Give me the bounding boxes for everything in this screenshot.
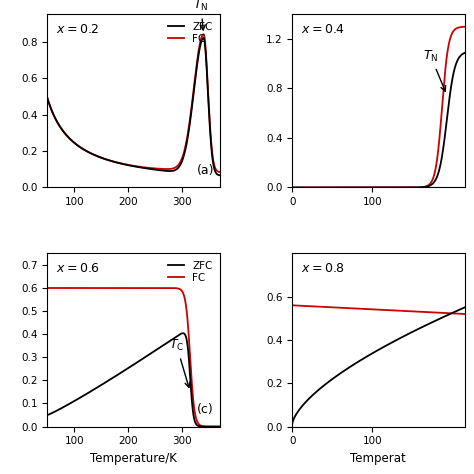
Line: ZFC: ZFC: [47, 38, 220, 175]
ZFC: [427, 183, 432, 189]
ZFC: [427, 320, 432, 326]
FC: [217, 424, 223, 429]
FC: [289, 185, 295, 191]
Text: (a): (a): [197, 164, 215, 177]
FC: [365, 306, 371, 312]
ZFC: [462, 305, 467, 310]
ZFC: [182, 149, 188, 155]
Line: FC: FC: [47, 288, 220, 427]
ZFC: [179, 159, 185, 164]
FC: [424, 309, 429, 315]
FC: [427, 182, 432, 187]
FC: [427, 310, 432, 315]
Legend: ZFC, FC: ZFC, FC: [166, 19, 215, 46]
ZFC: [45, 412, 50, 418]
ZFC: [179, 330, 185, 336]
Text: $x = 0.8$: $x = 0.8$: [301, 262, 345, 275]
FC: [408, 185, 413, 191]
FC: [62, 285, 68, 291]
ZFC: [62, 131, 68, 137]
ZFC: [289, 185, 295, 191]
Text: $T_{\rm C}$: $T_{\rm C}$: [169, 338, 190, 387]
FC: [462, 311, 467, 317]
Line: ZFC: ZFC: [292, 308, 465, 424]
ZFC: [45, 95, 50, 101]
Line: FC: FC: [47, 34, 220, 172]
FC: [182, 296, 188, 302]
ZFC: [365, 353, 371, 359]
ZFC: [359, 185, 365, 191]
FC: [114, 285, 120, 291]
FC: [289, 302, 295, 308]
ZFC: [307, 395, 312, 401]
FC: [45, 95, 50, 101]
FC: [424, 183, 429, 189]
FC: [201, 31, 206, 37]
FC: [120, 161, 126, 167]
ZFC: [289, 421, 295, 427]
FC: [62, 131, 68, 137]
FC: [307, 303, 312, 309]
ZFC: [217, 173, 223, 178]
FC: [307, 185, 312, 191]
ZFC: [217, 424, 223, 429]
ZFC: [163, 341, 169, 346]
Line: ZFC: ZFC: [47, 333, 220, 427]
Text: (c): (c): [197, 403, 214, 416]
Text: $x = 0.2$: $x = 0.2$: [56, 23, 99, 36]
ZFC: [62, 403, 68, 409]
FC: [179, 288, 185, 294]
Text: $x = 0.4$: $x = 0.4$: [301, 23, 345, 36]
FC: [217, 169, 223, 175]
ZFC: [180, 330, 186, 336]
ZFC: [201, 35, 206, 41]
Text: $x = 0.6$: $x = 0.6$: [56, 262, 100, 275]
Line: FC: FC: [292, 305, 465, 314]
X-axis label: Temperat: Temperat: [350, 452, 406, 465]
Line: ZFC: ZFC: [292, 53, 465, 188]
FC: [359, 306, 365, 312]
ZFC: [307, 185, 312, 191]
Legend: ZFC, FC: ZFC, FC: [166, 258, 215, 285]
FC: [462, 24, 467, 29]
FC: [359, 185, 365, 191]
ZFC: [114, 372, 120, 378]
FC: [45, 285, 50, 291]
FC: [163, 166, 169, 172]
ZFC: [163, 168, 169, 173]
ZFC: [408, 185, 413, 191]
ZFC: [359, 356, 365, 362]
X-axis label: Temperature/K: Temperature/K: [90, 452, 177, 465]
Text: $T_{\rm N}$: $T_{\rm N}$: [423, 49, 446, 91]
FC: [179, 156, 185, 162]
Text: $T_{\rm N}$: $T_{\rm N}$: [193, 0, 209, 30]
FC: [365, 185, 371, 191]
Line: FC: FC: [292, 27, 465, 188]
ZFC: [120, 368, 126, 374]
ZFC: [182, 332, 188, 337]
FC: [408, 309, 413, 314]
ZFC: [424, 184, 429, 190]
FC: [120, 285, 126, 291]
ZFC: [365, 185, 371, 191]
ZFC: [120, 161, 126, 167]
ZFC: [114, 160, 120, 165]
ZFC: [424, 322, 429, 328]
FC: [182, 146, 188, 151]
ZFC: [408, 330, 413, 336]
FC: [114, 160, 120, 165]
FC: [163, 285, 169, 291]
ZFC: [462, 50, 467, 56]
